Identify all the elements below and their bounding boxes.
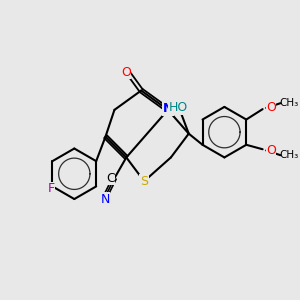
Text: N: N [101, 193, 110, 206]
Text: CH₃: CH₃ [280, 98, 299, 108]
Text: O: O [121, 66, 131, 79]
Text: HO: HO [169, 101, 188, 114]
Text: O: O [266, 101, 276, 114]
Text: CH₃: CH₃ [280, 150, 299, 160]
Text: O: O [266, 144, 276, 157]
Text: S: S [140, 175, 148, 188]
Text: F: F [47, 182, 55, 195]
Text: C: C [106, 172, 115, 185]
Text: N: N [163, 102, 173, 115]
